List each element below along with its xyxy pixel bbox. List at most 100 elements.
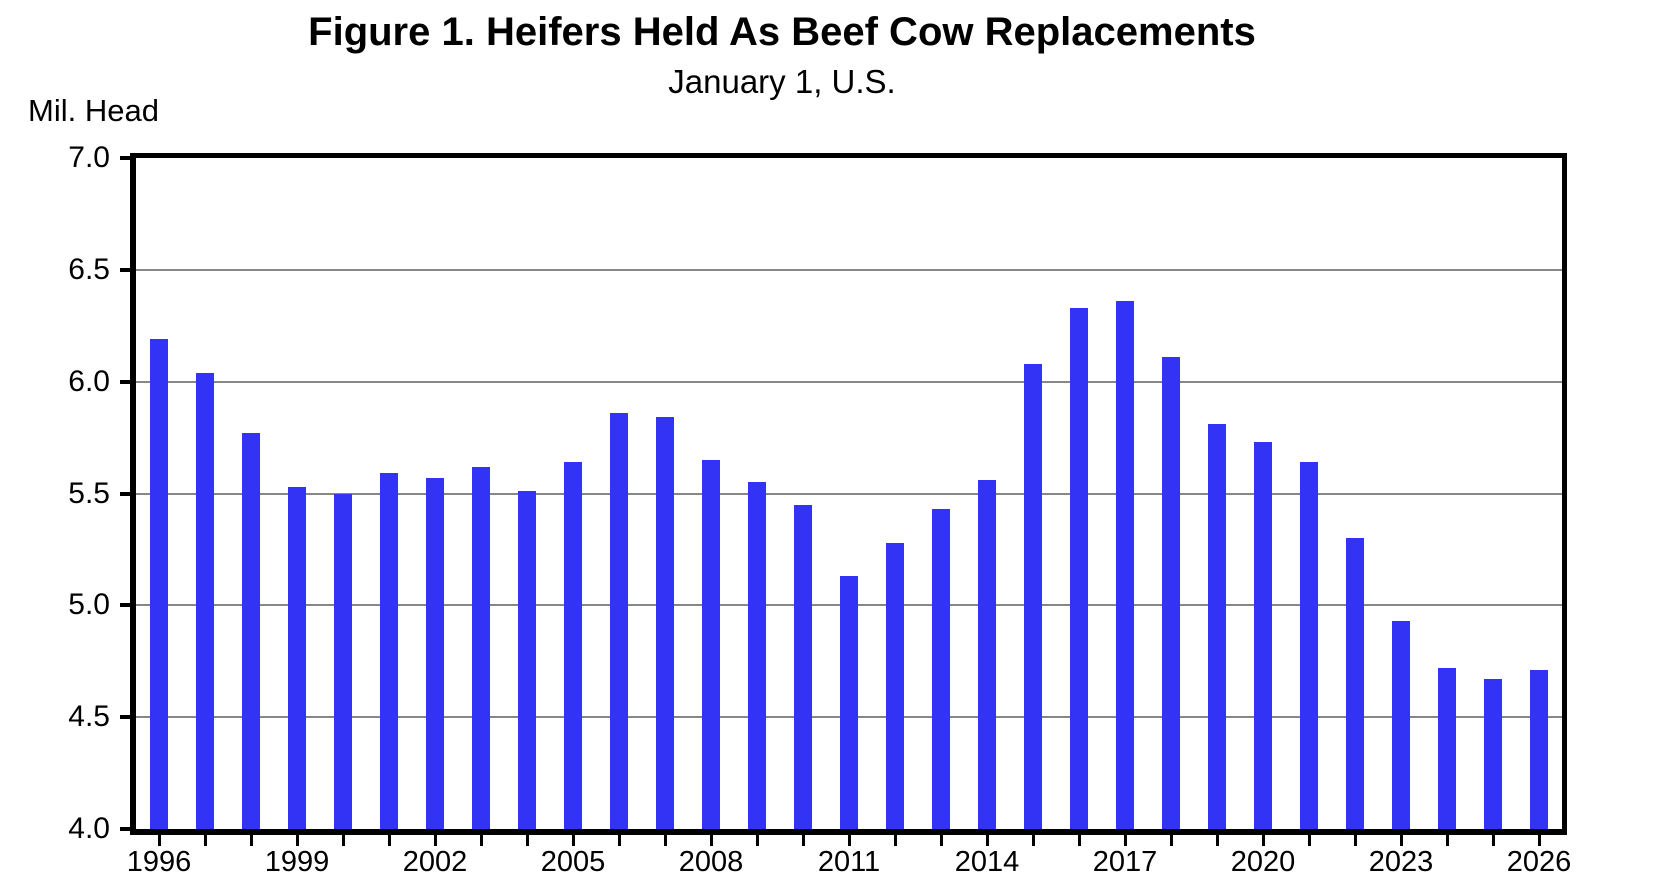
bar-2015 [1023,363,1043,829]
bar-2002 [425,477,445,829]
x-tick-2019 [1215,835,1219,846]
bar-slot-1996 [136,158,182,829]
gridline-6.0 [136,380,1562,383]
bar-slot-2024 [1424,158,1470,829]
x-tick-2016 [1077,835,1081,846]
bar-2001 [379,473,399,829]
bar-slot-2025 [1470,158,1516,829]
x-tick-label-2002: 2002 [402,846,468,878]
x-tick-2004 [525,835,529,846]
x-tick-2014 [985,835,989,846]
x-tick-label-2005: 2005 [540,846,606,878]
y-tick-5.0 [120,603,130,608]
x-tick-2026 [1537,835,1541,846]
bar-2000 [333,493,353,829]
bar-slot-2001 [366,158,412,829]
x-tick-label-2020: 2020 [1230,846,1296,878]
x-tick-2020 [1261,835,1265,846]
bar-2013 [931,509,951,829]
bar-1998 [241,433,261,829]
bar-slot-2011 [826,158,872,829]
y-tick-label-7.0: 7.0 [68,141,110,174]
x-tick-label-1996: 1996 [126,846,192,878]
bar-2025 [1483,679,1503,829]
y-tick-label-5.0: 5.0 [68,588,110,622]
y-axis-unit-label: Mil. Head [28,93,159,128]
bar-slot-2021 [1286,158,1332,829]
x-tick-2022 [1353,835,1357,846]
bar-slot-2016 [1056,158,1102,829]
plot-area [130,153,1567,835]
bar-slot-2023 [1378,158,1424,829]
y-tick-7.0 [120,156,130,160]
y-tick-4.5 [120,715,130,720]
x-tick-2003 [479,835,483,846]
bar-slot-2002 [412,158,458,829]
x-tick-2025 [1491,835,1495,846]
x-tick-2023 [1399,835,1403,846]
bar-2019 [1207,424,1227,829]
bar-slot-2005 [550,158,596,829]
bar-slot-2018 [1148,158,1194,829]
bar-slot-2019 [1194,158,1240,829]
x-tick-2000 [341,835,345,846]
y-tick-6.0 [120,379,130,384]
x-tick-1996 [157,835,161,846]
bar-2011 [839,576,859,829]
x-tick-2013 [939,835,943,846]
x-tick-label-2026: 2026 [1506,846,1572,878]
bar-slot-2014 [964,158,1010,829]
chart-subtitle: January 1, U.S. [668,63,896,100]
y-tick-4.0 [120,827,130,831]
x-tick-label-2023: 2023 [1368,846,1434,878]
x-tick-2024 [1445,835,1449,846]
bar-slot-2003 [458,158,504,829]
x-tick-label-2008: 2008 [678,846,744,878]
chart-title: Figure 1. Heifers Held As Beef Cow Repla… [308,10,1256,54]
bar-1996 [149,339,169,829]
bar-slot-2012 [872,158,918,829]
x-tick-label-2017: 2017 [1092,846,1158,878]
bar-slot-2004 [504,158,550,829]
bar-2024 [1437,667,1457,829]
bar-2010 [793,504,813,829]
bar-2008 [701,459,721,829]
x-tick-1997 [203,835,207,846]
bar-2005 [563,462,583,829]
bar-2004 [517,491,537,829]
x-tick-2009 [755,835,759,846]
bar-2007 [655,417,675,829]
x-tick-label-1999: 1999 [264,846,330,878]
bar-1997 [195,372,215,829]
bar-slot-2013 [918,158,964,829]
y-tick-label-5.5: 5.5 [68,476,110,510]
bar-2020 [1253,442,1273,829]
bar-slot-2015 [1010,158,1056,829]
bar-2006 [609,412,629,829]
x-tick-2005 [571,835,575,846]
bar-slot-2010 [780,158,826,829]
x-tick-2001 [387,835,391,846]
bar-2026 [1529,670,1549,829]
x-tick-2002 [433,835,437,846]
bar-1999 [287,486,307,829]
x-tick-2008 [709,835,713,846]
bar-slot-2020 [1240,158,1286,829]
x-tick-2007 [663,835,667,846]
y-tick-5.5 [120,491,130,496]
bar-2017 [1115,301,1135,829]
bar-2012 [885,542,905,829]
bar-slot-1997 [182,158,228,829]
gridline-5.5 [136,492,1562,495]
gridline-6.5 [136,268,1562,271]
x-tick-1999 [295,835,299,846]
bar-slot-2022 [1332,158,1378,829]
bar-2023 [1391,621,1411,829]
bar-slot-2008 [688,158,734,829]
x-tick-1998 [249,835,253,846]
y-tick-label-6.0: 6.0 [68,364,110,398]
y-tick-label-6.5: 6.5 [68,252,110,286]
x-tick-2010 [801,835,805,846]
bar-2018 [1161,357,1181,829]
